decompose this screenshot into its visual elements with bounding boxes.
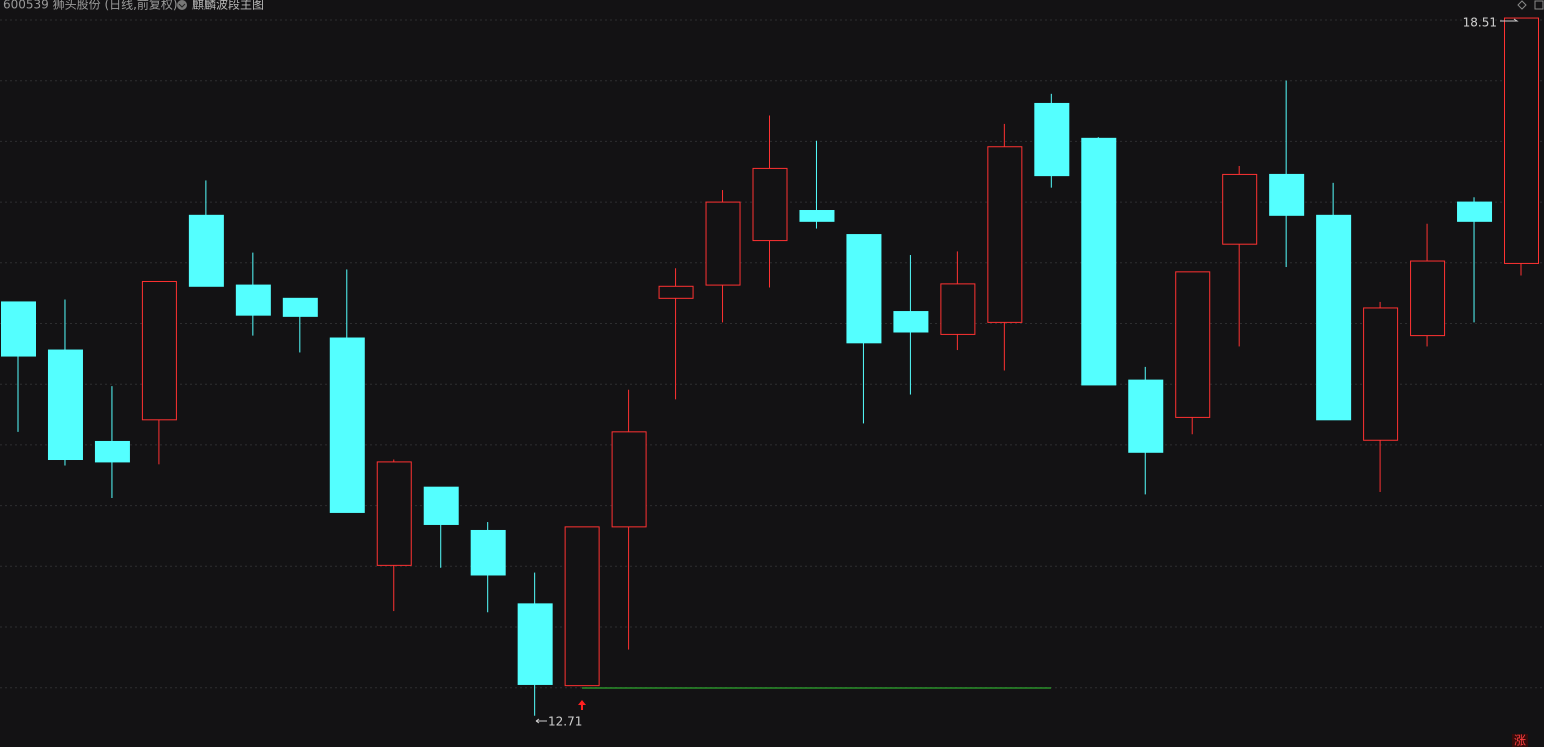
indicator-name[interactable]: 麒麟波段主图 — [192, 0, 264, 12]
candle-body — [1222, 173, 1258, 245]
candle-body — [1175, 271, 1211, 418]
candle-body — [1457, 201, 1493, 222]
candle-body — [188, 214, 224, 287]
candle-body — [846, 234, 882, 344]
candle-body — [470, 529, 506, 576]
candle-body — [423, 486, 459, 525]
candles — [1, 17, 1539, 716]
candle-body — [1269, 173, 1305, 216]
buy-arrow — [578, 700, 586, 710]
candle-body — [282, 297, 318, 317]
candle-body — [235, 284, 271, 316]
candle-body — [987, 146, 1023, 323]
candle-body — [705, 201, 741, 286]
min-arrow — [535, 718, 547, 724]
candle-body — [564, 526, 600, 687]
candle-body — [1316, 214, 1352, 421]
indicator-icon[interactable] — [177, 0, 187, 10]
candle-body — [658, 285, 694, 299]
badge-box[interactable] — [1512, 734, 1528, 747]
candle-body — [1, 301, 36, 357]
symbol-title: 600539 狮头股份 (日线,前复权) — [3, 0, 178, 12]
candle-body — [329, 337, 365, 513]
max-arrow — [1500, 18, 1519, 22]
candle-body — [141, 280, 177, 421]
indicator-icon-chevron — [178, 3, 186, 8]
candle-body — [611, 431, 647, 528]
min-label: 12.71 — [548, 715, 582, 729]
candle-body — [94, 440, 130, 463]
candle-body — [1081, 137, 1117, 386]
candle-body — [1410, 260, 1446, 337]
candle-body — [1128, 379, 1164, 453]
window-icon[interactable] — [1534, 0, 1544, 10]
candle-body — [517, 603, 553, 685]
candle-body — [376, 461, 412, 566]
candle-body — [1034, 102, 1070, 177]
candle-body — [1363, 307, 1399, 441]
window-icon[interactable] — [1517, 0, 1527, 10]
candle-body — [799, 210, 835, 222]
candle-body — [752, 167, 788, 242]
candle-body — [893, 311, 929, 333]
candle-body — [1504, 17, 1539, 264]
max-label: 18.51 — [1463, 16, 1497, 30]
candle-body — [47, 349, 83, 461]
badge[interactable]: 涨 — [1514, 733, 1526, 747]
candle-body — [940, 283, 976, 335]
